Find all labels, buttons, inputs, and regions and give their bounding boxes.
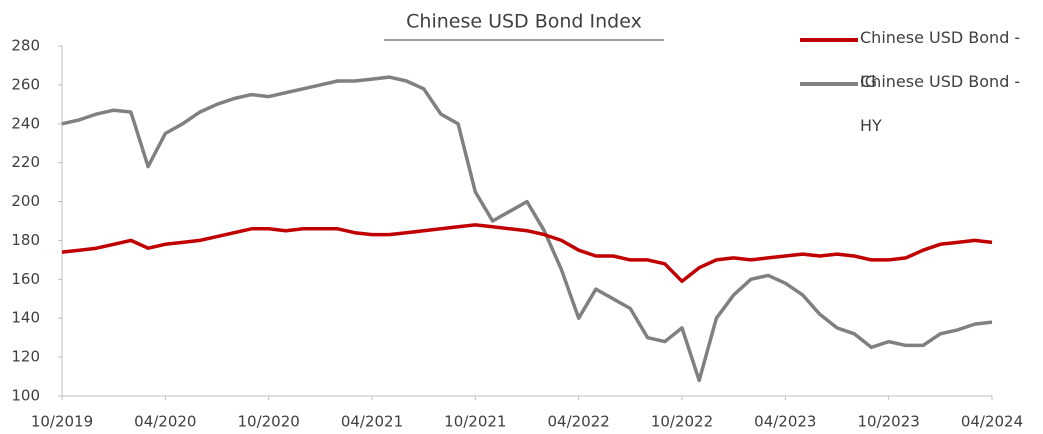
y-tick-label: 200 <box>11 192 40 210</box>
x-tick-label: 04/2024 <box>961 413 1023 431</box>
x-tick-label: 10/2021 <box>444 413 506 431</box>
y-tick-label: 240 <box>11 114 40 132</box>
y-tick-label: 140 <box>11 309 40 327</box>
y-tick-label: 100 <box>11 387 40 405</box>
legend-label: Chinese USD Bond - HY <box>860 72 1021 135</box>
y-tick-label: 180 <box>11 231 40 249</box>
x-tick-label: 10/2023 <box>858 413 920 431</box>
y-tick-label: 260 <box>11 75 40 93</box>
legend-swatch <box>800 38 858 42</box>
legend-label: Chinese USD Bond - IG <box>860 28 1021 91</box>
legend-swatch <box>800 82 858 86</box>
y-tick-label: 220 <box>11 153 40 171</box>
x-tick-label: 04/2023 <box>754 413 816 431</box>
legend-item: Chinese USD Bond - HY <box>800 72 1040 148</box>
legend-item: Chinese USD Bond - IG <box>800 28 1040 104</box>
y-tick-label: 160 <box>11 270 40 288</box>
series-line <box>61 75 993 383</box>
x-tick-label: 04/2022 <box>548 413 610 431</box>
y-tick-label: 280 <box>11 37 40 55</box>
chart-title: Chinese USD Bond Index <box>406 11 642 33</box>
x-tick-label: 04/2021 <box>341 413 403 431</box>
x-tick-label: 10/2020 <box>238 413 300 431</box>
series-line <box>61 223 993 284</box>
x-tick-label: 04/2020 <box>134 413 196 431</box>
y-tick-label: 120 <box>11 348 40 366</box>
x-tick-label: 10/2019 <box>31 413 93 431</box>
x-tick-label: 10/2022 <box>651 413 713 431</box>
